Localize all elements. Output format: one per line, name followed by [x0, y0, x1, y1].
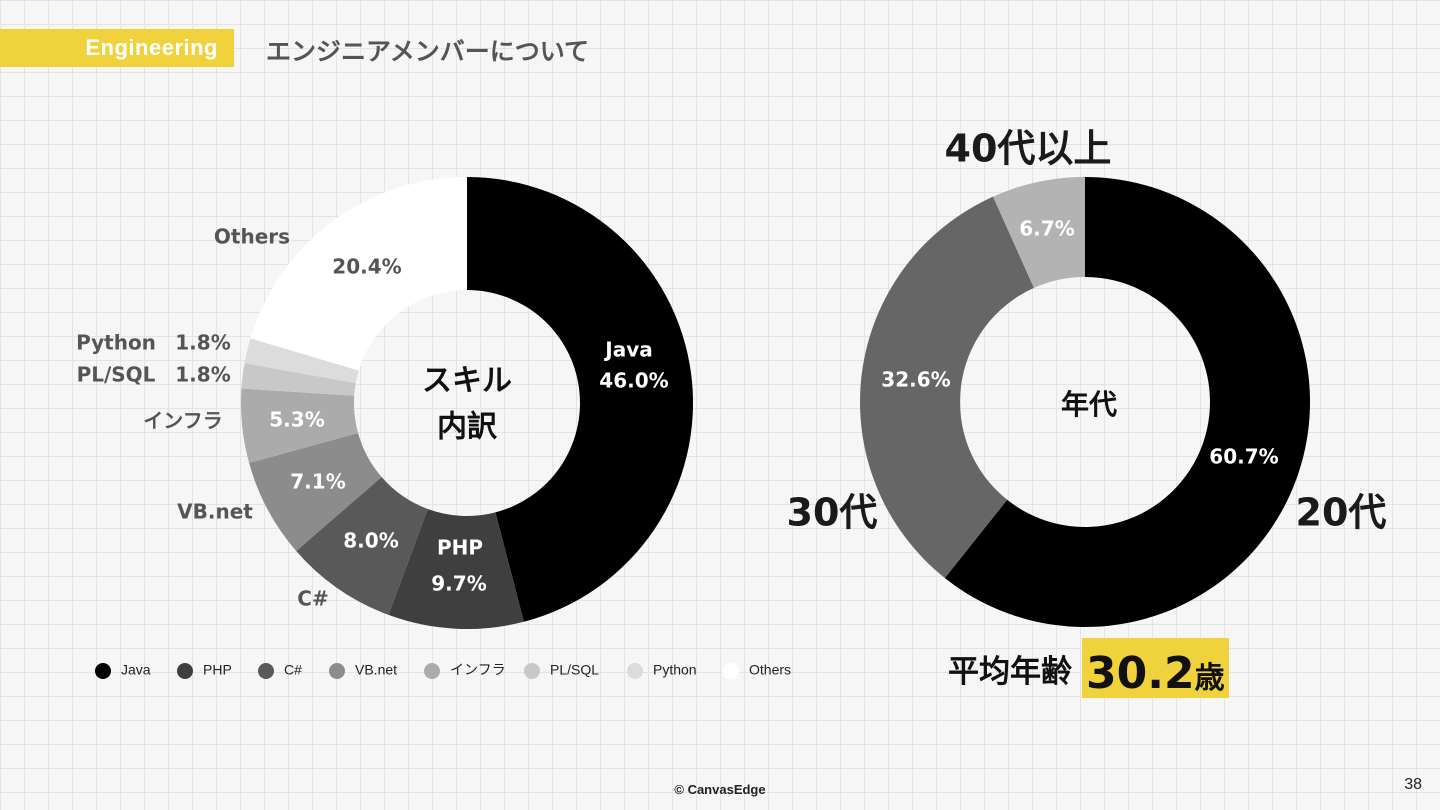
section-tag: Engineering [0, 29, 234, 67]
chart1-slice-others [250, 177, 467, 371]
legend-marker-c [258, 663, 274, 679]
chart2-slice-40 [993, 177, 1085, 288]
chart1-slice-python [244, 338, 359, 384]
average-age: 平均年齢 30.2 歳 [948, 638, 1229, 698]
legend-marker-python [627, 663, 643, 679]
legend-marker-java [95, 663, 111, 679]
chart2-slice-20 [944, 177, 1310, 627]
legend-label-php: PHP [203, 662, 232, 678]
skill-label-pl-sql: PL/SQL [77, 363, 156, 387]
section-tag-label: Engineering [85, 35, 218, 60]
legend-label-pl-sql: PL/SQL [550, 662, 599, 678]
skill-label-python: Python [76, 331, 156, 355]
chart1-slice-pl-sql [241, 363, 356, 396]
legend-label-java: Java [121, 662, 151, 678]
chart1-slice-java [467, 177, 693, 622]
page-number: 38 [1404, 776, 1422, 793]
age-center-label: 年代 [1061, 388, 1117, 421]
legend-marker-others [722, 662, 740, 680]
skill-label-others: Others [214, 225, 290, 249]
skill-value-c-sharp: 8.0% [343, 529, 398, 553]
skill-value-vb-net: 7.1% [290, 470, 345, 494]
average-age-value: 30.2 [1086, 648, 1195, 699]
age-label-20s: 20代 [1296, 491, 1387, 535]
legend-marker-item-4 [424, 663, 440, 679]
copyright: © CanvasEdge [674, 782, 766, 797]
skill-value-infra: 5.3% [269, 408, 324, 432]
average-age-unit: 歳 [1194, 661, 1225, 696]
skill-label-java: Java [603, 338, 652, 362]
chart2-slice-30 [860, 196, 1034, 579]
legend-label-python: Python [653, 662, 697, 678]
skill-value-others: 20.4% [332, 255, 401, 279]
skill-value-pl-sql: 1.8% [175, 363, 230, 387]
legend-label-others: Others [749, 662, 791, 678]
skill-label-infra: インフラ [143, 409, 222, 433]
skill-label-c-sharp: C# [297, 587, 328, 611]
chart1-slice-c [296, 476, 428, 615]
page-title: エンジニアメンバーについて [266, 37, 590, 66]
skill-center-label-line1: スキル [422, 364, 512, 399]
skill-center-label-line2: 内訳 [437, 410, 498, 445]
age-value-40plus: 6.7% [1019, 217, 1074, 241]
chart1-slice-vb-net [249, 432, 382, 551]
average-age-label: 平均年齢 [948, 653, 1072, 690]
skill-value-python: 1.8% [175, 331, 230, 355]
legend-marker-pl-sql [524, 663, 540, 679]
legend-label-c: C# [284, 662, 302, 678]
chart1-slice-item-4 [241, 388, 359, 463]
average-age-highlight: 30.2 歳 [1082, 638, 1229, 698]
skill-value-php: 9.7% [431, 572, 486, 596]
chart1-slice-php [388, 508, 524, 629]
legend-label-item-4: インフラ [450, 662, 506, 678]
age-value-30s: 32.6% [881, 368, 950, 392]
legend-marker-vb-net [329, 663, 345, 679]
age-label-40plus: 40代以上 [945, 127, 1112, 171]
age-label-30s: 30代 [787, 491, 878, 535]
legend-label-vb-net: VB.net [355, 662, 397, 678]
age-value-20s: 60.7% [1209, 445, 1278, 469]
legend-marker-php [177, 663, 193, 679]
skill-label-vb-net: VB.net [177, 500, 253, 524]
skill-label-php: PHP [437, 536, 483, 560]
skill-value-java: 46.0% [599, 369, 668, 393]
